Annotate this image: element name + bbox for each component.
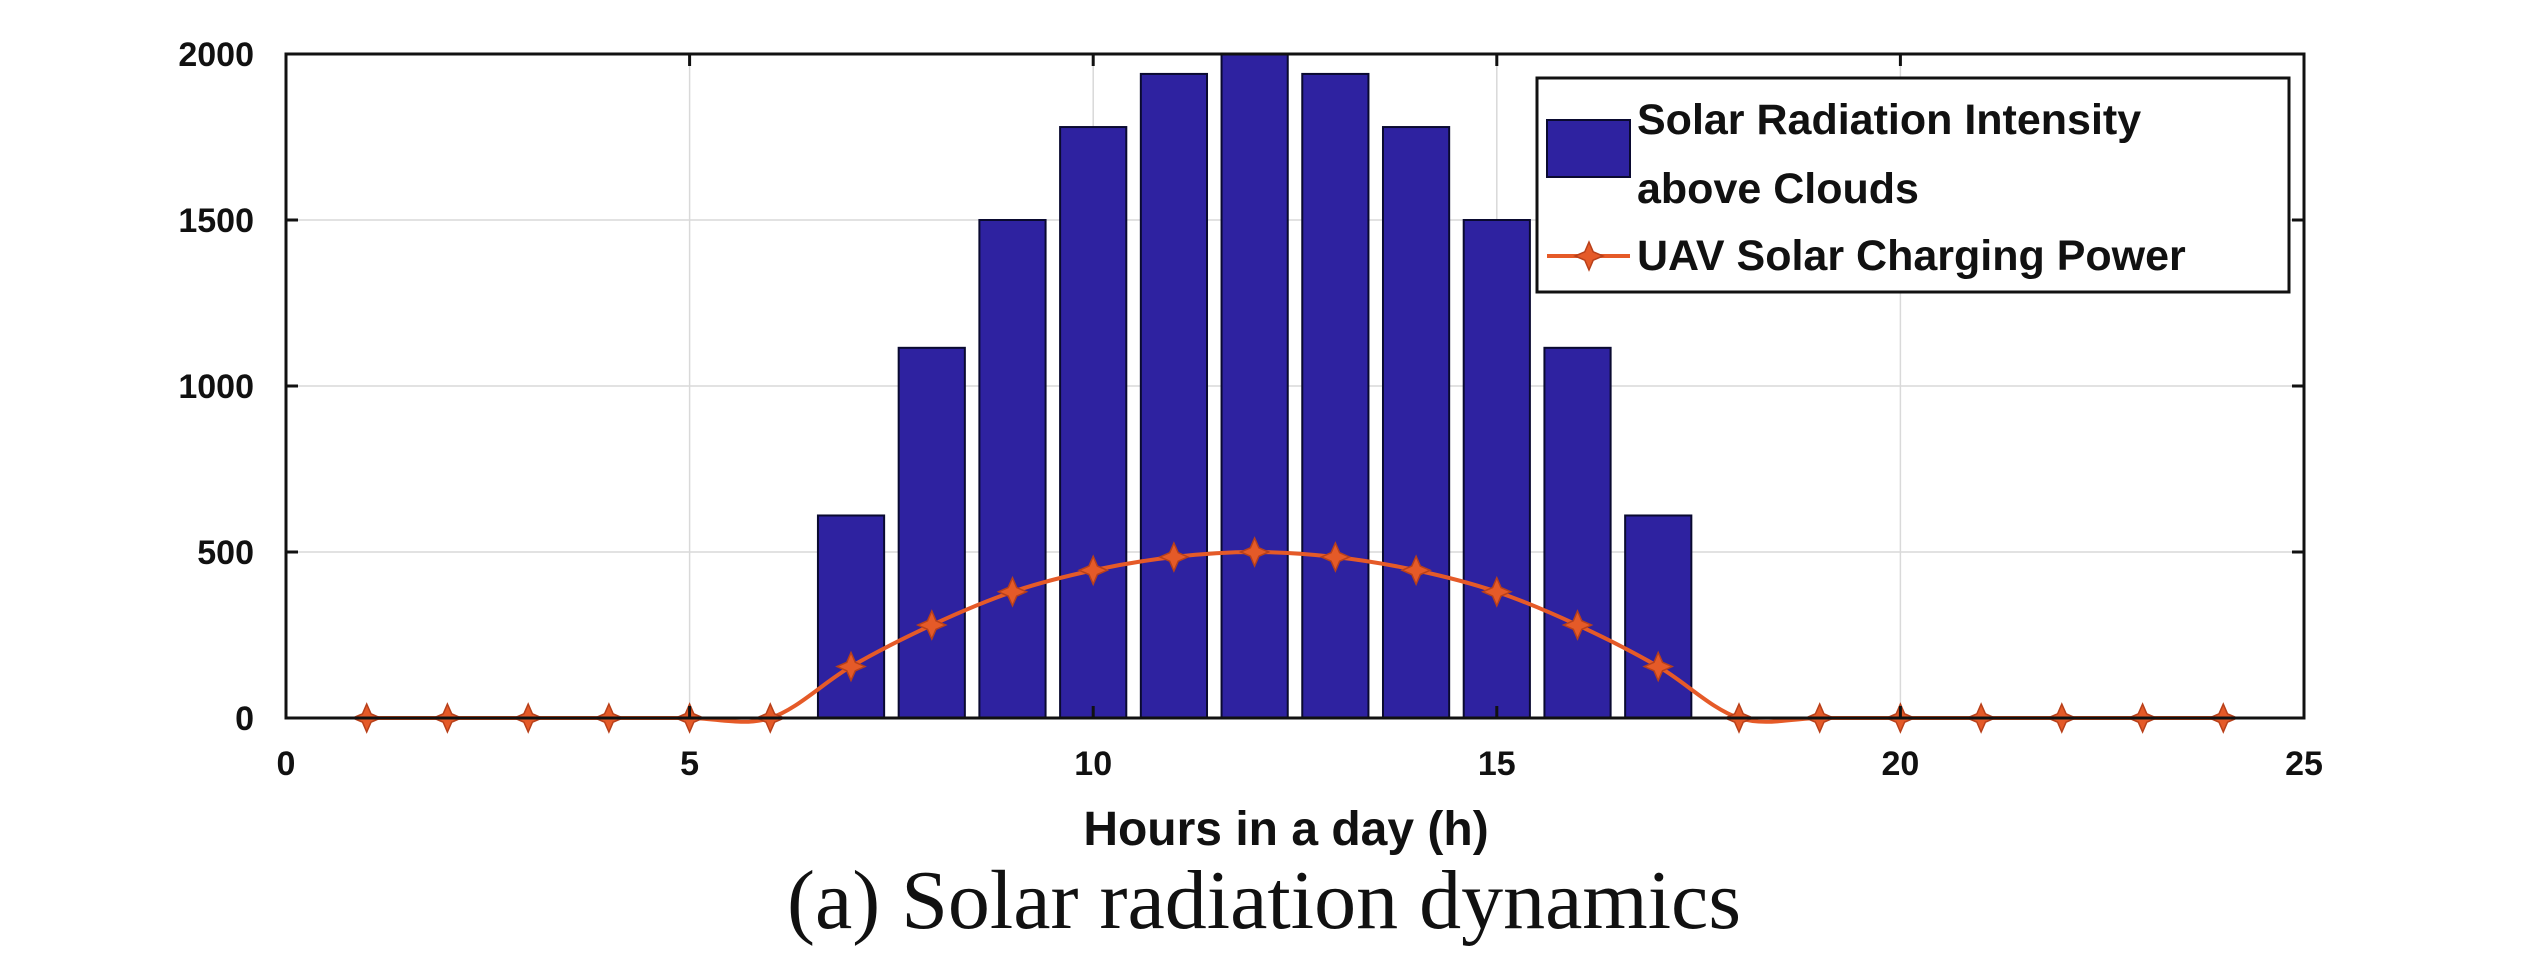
y-tick-label: 500 bbox=[197, 534, 254, 572]
x-tick-label: 0 bbox=[277, 745, 296, 783]
line-point bbox=[1480, 575, 1513, 608]
bar bbox=[1139, 72, 1209, 720]
legend: Solar Radiation Intensity above Clouds UAV… bbox=[1535, 76, 2291, 294]
x-tick-label: 15 bbox=[1478, 745, 1516, 783]
y-tick-label: 2000 bbox=[178, 36, 254, 74]
bar bbox=[1381, 126, 1451, 720]
line-point bbox=[1561, 609, 1594, 641]
bar bbox=[897, 346, 966, 719]
bar bbox=[1543, 346, 1612, 719]
x-axis-title: Hours in a day (h) bbox=[1083, 803, 1488, 856]
bar bbox=[816, 514, 886, 719]
line-point bbox=[915, 609, 948, 641]
y-tick-label: 0 bbox=[235, 700, 254, 738]
bar bbox=[1301, 72, 1370, 720]
y-tick-label: 1000 bbox=[178, 368, 254, 406]
bar bbox=[1220, 53, 1289, 719]
line-point bbox=[1642, 650, 1675, 683]
figure-caption: (a) Solar radiation dynamics bbox=[787, 854, 1741, 947]
bar bbox=[1462, 219, 1531, 719]
line-point bbox=[1238, 536, 1271, 568]
legend-label-line: UAV Solar Charging Power bbox=[1637, 232, 2186, 280]
bar-series bbox=[816, 53, 1693, 720]
line-point bbox=[835, 650, 867, 683]
bar bbox=[1059, 126, 1128, 720]
y-tick-label: 1500 bbox=[178, 202, 254, 240]
bar bbox=[978, 219, 1047, 719]
line-point bbox=[1077, 554, 1110, 587]
line-point bbox=[1400, 554, 1432, 587]
bar bbox=[1624, 514, 1693, 719]
legend-box bbox=[1535, 76, 2291, 294]
x-tick-label: 25 bbox=[2285, 745, 2323, 783]
legend-line-marker bbox=[1573, 240, 1605, 272]
line-point bbox=[996, 575, 1029, 608]
legend-bar-swatch bbox=[1546, 119, 1631, 178]
legend-label-bar: Solar Radiation Intensity bbox=[1637, 96, 2141, 144]
x-tick-label: 10 bbox=[1074, 745, 1112, 783]
axis-ticks: 0 5 10 15 20 25 0 500 1000 1500 2000 bbox=[178, 36, 2323, 783]
legend-label-bar-line2: above Clouds bbox=[1637, 165, 1919, 213]
x-tick-label: 5 bbox=[680, 745, 699, 783]
x-tick-label: 20 bbox=[1881, 745, 1919, 783]
line-point bbox=[1158, 541, 1190, 573]
line-point bbox=[1319, 541, 1352, 573]
